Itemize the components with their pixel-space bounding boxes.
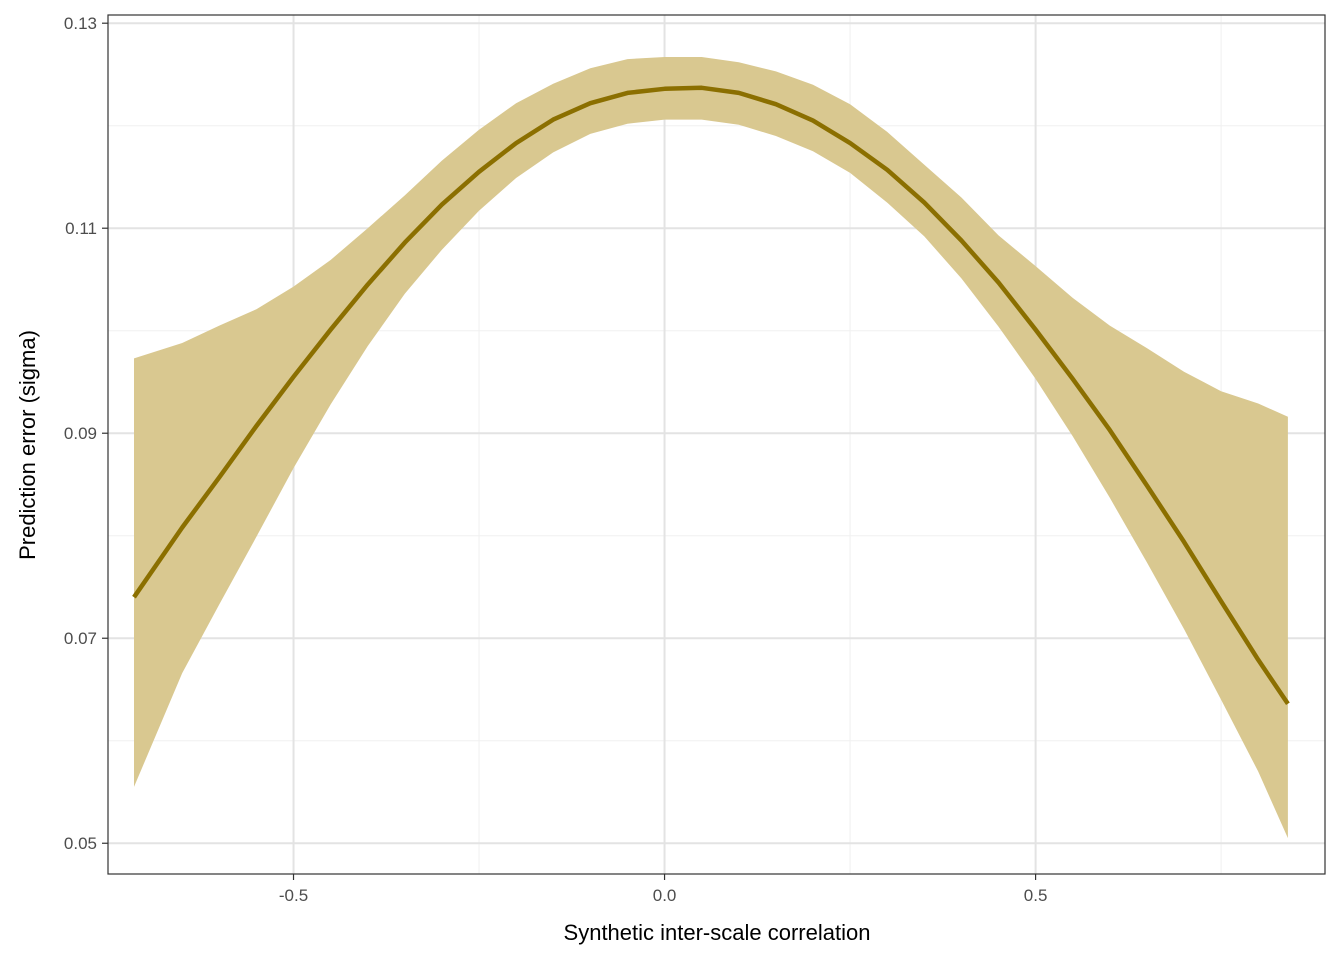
- y-tick-label: 0.07: [64, 629, 97, 648]
- y-axis: 0.05 0.07 0.09 0.11 0.13: [64, 14, 108, 853]
- confidence-ribbon: [134, 57, 1288, 839]
- y-tick-label: 0.13: [64, 14, 97, 33]
- y-axis-title: Prediction error (sigma): [15, 330, 40, 560]
- y-tick-label: 0.05: [64, 834, 97, 853]
- x-axis: -0.5 0.0 0.5: [279, 874, 1048, 905]
- x-tick-label: 0.5: [1024, 886, 1048, 905]
- smooth-line: [132, 85, 1290, 706]
- x-tick-label: -0.5: [279, 886, 308, 905]
- y-tick-label: 0.11: [65, 219, 97, 238]
- y-tick-label: 0.09: [64, 424, 97, 443]
- x-tick-label: 0.0: [653, 886, 677, 905]
- x-axis-title: Synthetic inter-scale correlation: [564, 920, 871, 945]
- major-gridlines: [108, 15, 1325, 874]
- panel-border: [107, 14, 1326, 875]
